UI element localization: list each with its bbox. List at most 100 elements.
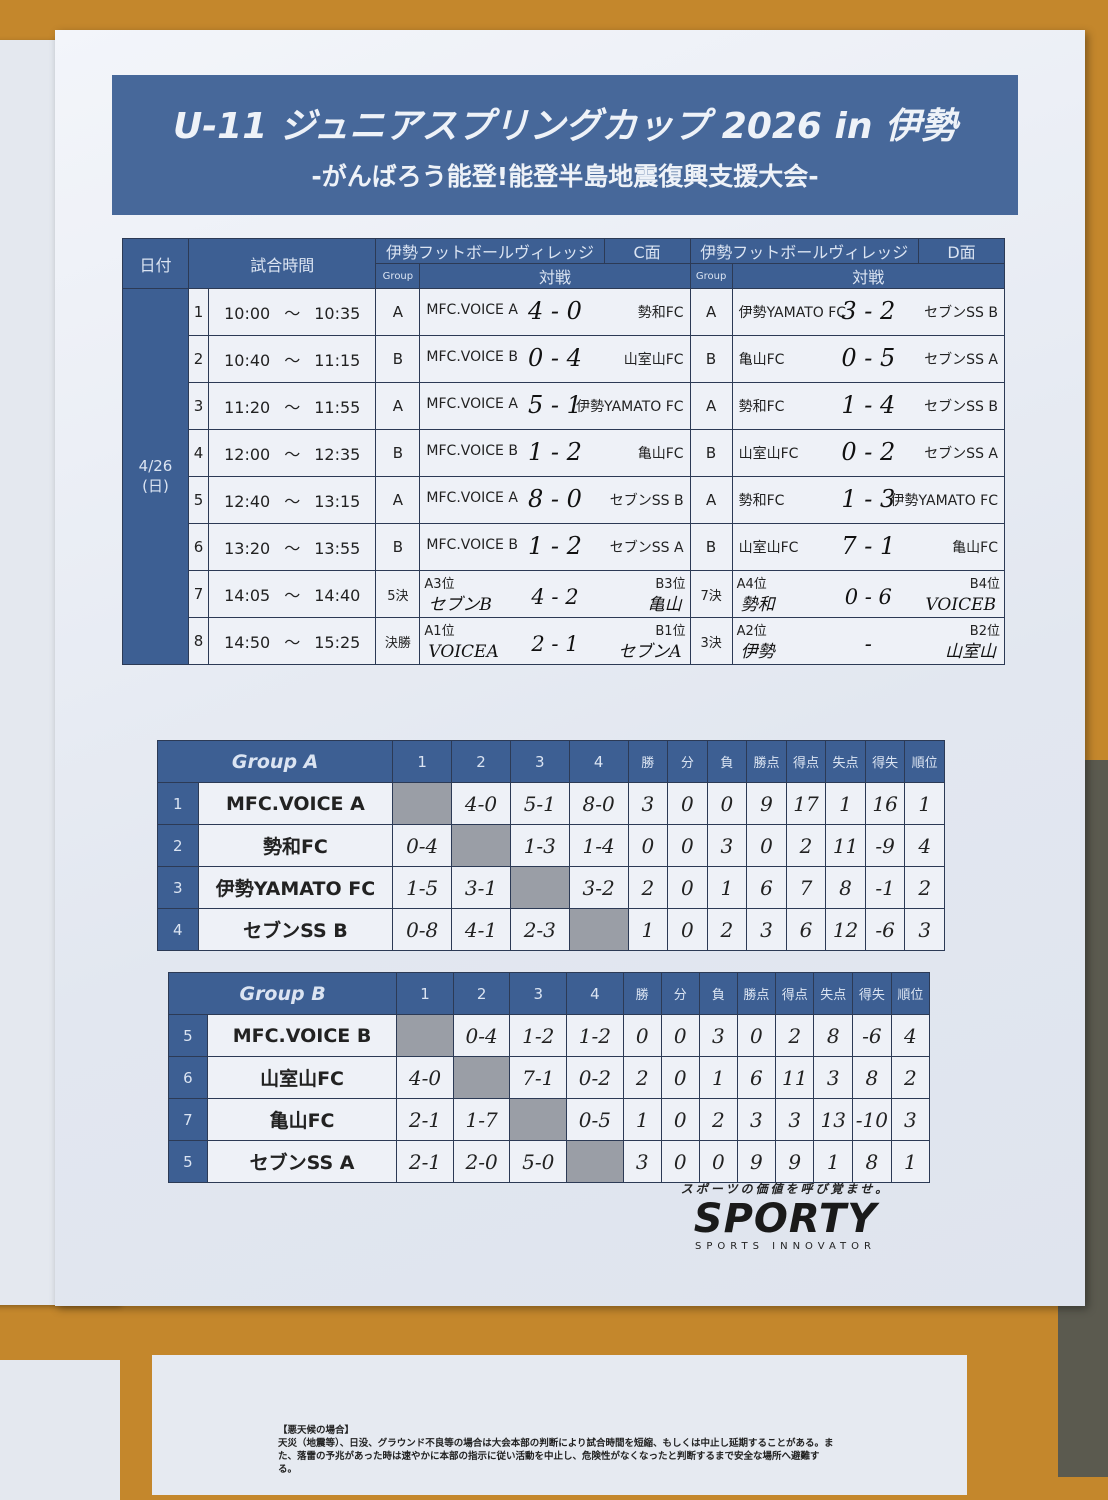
sponsor-tagline: スポーツの価値を呼び覚ませ。	[680, 1182, 891, 1196]
stat-勝: 2	[627, 866, 669, 909]
group-c: A	[375, 382, 421, 430]
stat-失点: 1	[825, 782, 866, 825]
team-name: MFC.VOICE B	[206, 1014, 398, 1057]
result-cell: 8-0	[568, 782, 629, 825]
away-team: 山室山FC	[623, 352, 684, 368]
result-cell: 1-7	[452, 1098, 511, 1141]
stat-勝点: 6	[736, 1056, 776, 1099]
column-header: 4	[568, 740, 629, 783]
notice-sheet	[152, 1355, 967, 1495]
schedule-row: 3 11:20 ～ 11:55 A MFC.VOICE A 5 - 1 伊勢YAMATO FC…	[123, 382, 1006, 430]
result-cell: 3-1	[451, 866, 511, 909]
column-header: 4	[566, 972, 624, 1015]
header-venue-c: 伊勢フットボールヴィレッジ	[375, 238, 605, 264]
stat-得失: -9	[864, 824, 906, 867]
home-team: 山室山FC	[738, 540, 799, 556]
schedule-row: 4 12:00 ～ 12:35 B MFC.VOICE B 1 - 2 亀山FC B 山室山FC 0…	[123, 429, 1006, 477]
home-team: MFC.VOICE B	[426, 537, 518, 553]
result-cell: 1-4	[568, 824, 629, 867]
group-b-standings: Group B 1 2 3 4 勝分負勝点 得点 失点 得失 順位 5 MFC.VOICE B 0-4 1…	[167, 972, 931, 1183]
stat-順位: 3	[904, 908, 945, 951]
home-team: MFC.VOICE A	[426, 302, 518, 318]
stat-分: 0	[667, 866, 708, 909]
column-header: 1	[392, 740, 453, 783]
result-cell: 5-1	[509, 782, 570, 825]
header-court-c: C面	[603, 238, 691, 264]
group-a-standings: Group A 1 2 3 4 勝分負勝点 得点 失点 得失 順位 1 MFC.VOICE A 4-0 5…	[156, 740, 945, 951]
stat-得点: 2	[785, 824, 827, 867]
home-team: MFC.VOICE B	[426, 443, 518, 459]
header-time: 試合時間	[187, 238, 377, 289]
home-team: 伊勢YAMATO FC	[738, 305, 847, 321]
match-d: 伊勢YAMATO FC 3 - 2 セブンSS B	[731, 288, 1006, 336]
group-d: B	[689, 335, 733, 383]
team-name: 亀山FC	[206, 1098, 398, 1141]
header-group-d: Group	[689, 263, 733, 289]
end-time: 14:40	[314, 586, 361, 605]
match-number: 4	[188, 429, 209, 477]
away-slot: B2位	[969, 624, 1000, 639]
stat-順位: 1	[890, 1140, 931, 1183]
match-number: 6	[188, 523, 209, 571]
standings-header-row: Group A 1 2 3 4 勝分負勝点 得点 失点 得失 順位	[156, 740, 945, 783]
column-header: 3	[509, 740, 570, 783]
blocked-cell	[568, 908, 629, 951]
away-team-handwritten: 亀山	[647, 595, 682, 615]
home-slot: A1位	[424, 624, 455, 639]
match-c: MFC.VOICE A 5 - 1 伊勢YAMATO FC	[419, 382, 691, 430]
column-header: 1	[396, 972, 454, 1015]
start-time: 11:20	[224, 398, 271, 417]
stat-失点: 8	[825, 866, 866, 909]
column-header: 得点	[774, 972, 815, 1015]
column-header: 分	[660, 972, 700, 1015]
end-time: 13:55	[314, 539, 361, 558]
start-time: 10:40	[224, 351, 271, 370]
away-team: セブンSS A	[924, 446, 998, 462]
home-team-handwritten: 伊勢	[740, 642, 775, 662]
column-header: 勝点	[736, 972, 776, 1015]
group-c: A	[375, 476, 421, 524]
start-time: 12:40	[224, 492, 271, 511]
stat-分: 0	[660, 1140, 700, 1183]
score: 0 - 6	[844, 585, 892, 609]
team-number: 4	[157, 908, 199, 951]
away-slot: B3位	[655, 577, 686, 592]
end-time: 13:15	[314, 492, 361, 511]
result-cell: 4-0	[396, 1056, 454, 1099]
group-d: 3決	[689, 617, 733, 665]
stat-得失: -6	[864, 908, 906, 951]
stat-勝: 3	[627, 782, 669, 825]
stat-分: 0	[667, 782, 708, 825]
schedule-row: 8 14:50 ～ 15:25 決勝 A1位 B1位 VOICEA セブンA 2 - 1 3決 A2位…	[123, 617, 1006, 665]
match-number: 8	[188, 617, 209, 665]
result-cell: 2-1	[396, 1140, 454, 1183]
stat-得失: -6	[852, 1014, 892, 1057]
match-d: 山室山FC 0 - 2 セブンSS A	[731, 429, 1006, 477]
stat-得失: 8	[852, 1140, 892, 1183]
match-c: MFC.VOICE B 0 - 4 山室山FC	[419, 335, 691, 383]
result-cell: 1-5	[392, 866, 453, 909]
stat-得点: 17	[785, 782, 827, 825]
home-slot: A2位	[736, 624, 767, 639]
stat-負: 0	[706, 782, 748, 825]
match-time: 10:40 ～ 11:15	[207, 335, 377, 383]
schedule-row: 4/26 (日) 1 10:00 ～ 10:35 A MFC.VOICE A 4 - 0 勢和FC…	[122, 288, 1006, 665]
result-cell: 4-1	[451, 908, 511, 951]
stat-勝: 3	[622, 1140, 662, 1183]
score: 0 - 4	[528, 344, 582, 372]
match-c: MFC.VOICE B 1 - 2 亀山FC	[419, 429, 691, 477]
score: 1 - 3	[841, 485, 896, 513]
stat-勝点: 9	[736, 1140, 776, 1183]
stat-得点: 7	[785, 866, 827, 909]
blocked-cell	[509, 866, 570, 909]
away-team-handwritten: 山室山	[945, 642, 996, 662]
stat-勝: 1	[622, 1098, 662, 1141]
stat-失点: 13	[813, 1098, 854, 1141]
end-time: 12:35	[314, 445, 361, 464]
team-number: 5	[168, 1140, 208, 1183]
match-c: MFC.VOICE A 4 - 0 勢和FC	[419, 288, 691, 336]
stat-勝: 0	[622, 1014, 662, 1057]
adjacent-sheet-bottom	[0, 1360, 120, 1500]
stat-得点: 9	[774, 1140, 815, 1183]
away-team: セブンSS A	[609, 540, 684, 556]
